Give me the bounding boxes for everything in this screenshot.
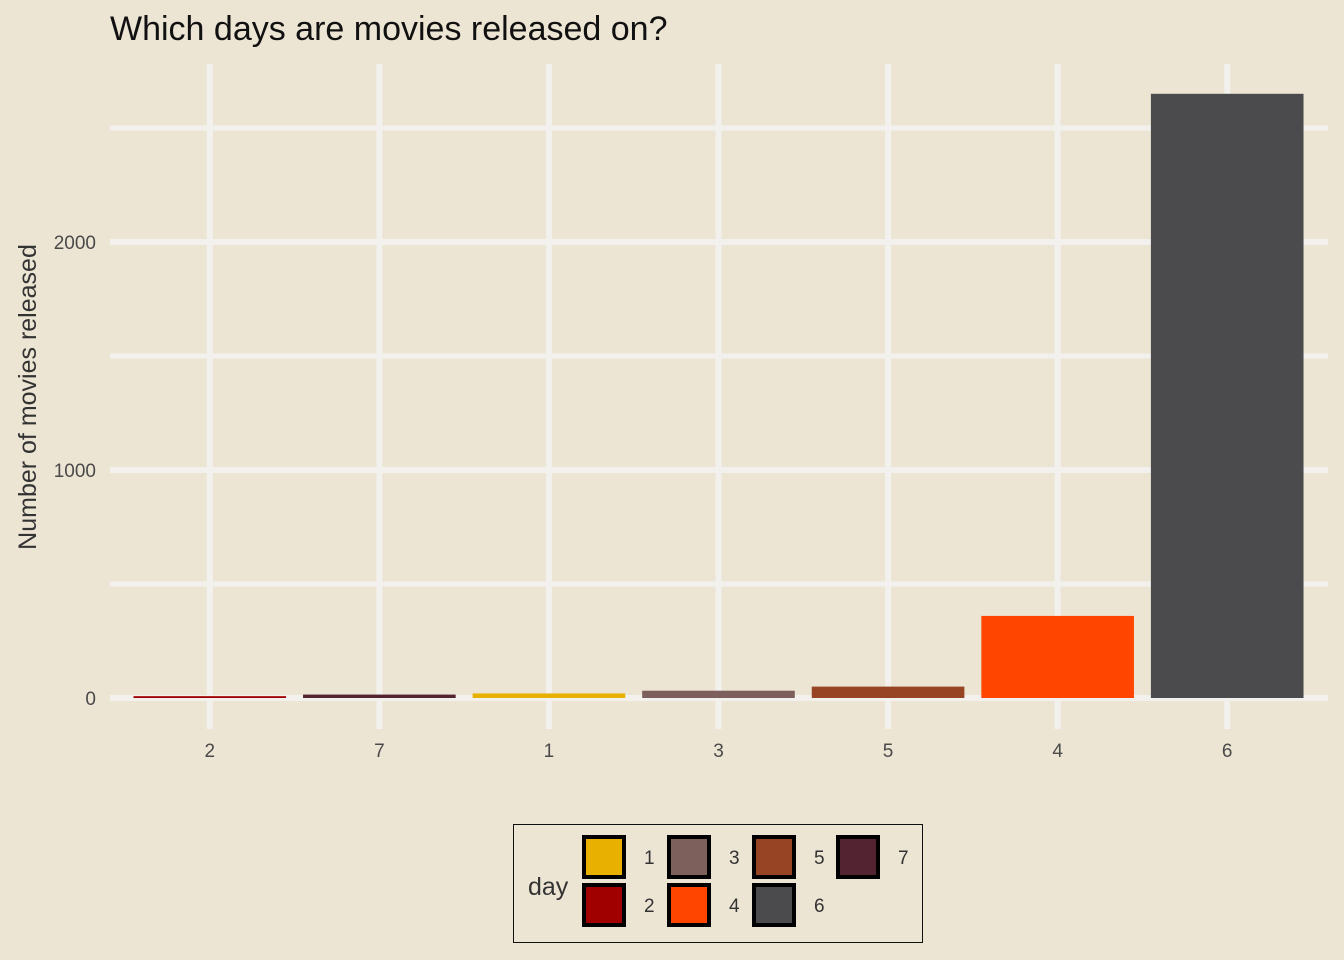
y-tick-labels: 0 1000 2000: [54, 233, 96, 710]
legend-label-6: 6: [814, 896, 825, 917]
x-tick-label: 4: [1052, 741, 1063, 762]
legend-key-2: [582, 883, 626, 927]
x-tick-label: 5: [883, 741, 894, 762]
bars: [133, 93, 1304, 699]
y-tick-label: 0: [85, 689, 96, 710]
bar-day-1: [472, 693, 626, 698]
legend-title: day: [528, 873, 569, 901]
y-tick-label: 2000: [54, 233, 96, 254]
x-tick-label: 7: [374, 741, 385, 762]
bar-day-5: [811, 686, 965, 698]
bar-day-4: [981, 615, 1134, 698]
y-axis-title: Number of movies released: [14, 244, 42, 550]
legend-label-7: 7: [898, 848, 909, 869]
x-tick-label: 2: [204, 741, 215, 762]
x-tick-label: 1: [544, 741, 555, 762]
legend-label-1: 1: [644, 848, 655, 869]
y-tick-label: 1000: [54, 461, 96, 482]
x-tick-labels: 2 7 1 3 5 4 6: [204, 741, 1232, 762]
legend: day 1 2 3 4 5 6 7: [513, 824, 923, 943]
legend-key-6: [752, 883, 796, 927]
legend-label-2: 2: [644, 896, 655, 917]
legend-key-7: [836, 835, 880, 879]
legend-key-4: [667, 883, 711, 927]
bar-day-3: [642, 690, 795, 698]
legend-label-3: 3: [729, 848, 740, 869]
legend-label-4: 4: [729, 896, 740, 917]
chart-title: Which days are movies released on?: [110, 10, 668, 48]
gridlines: [110, 64, 1328, 729]
legend-label-5: 5: [814, 848, 825, 869]
bar-day-7: [303, 694, 456, 698]
legend-key-3: [667, 835, 711, 879]
x-tick-label: 6: [1222, 741, 1233, 762]
bar-day-6: [1150, 93, 1304, 699]
legend-key-5: [752, 835, 796, 879]
bar-day-2: [133, 696, 287, 698]
legend-key-1: [582, 835, 626, 879]
x-tick-label: 3: [713, 741, 724, 762]
